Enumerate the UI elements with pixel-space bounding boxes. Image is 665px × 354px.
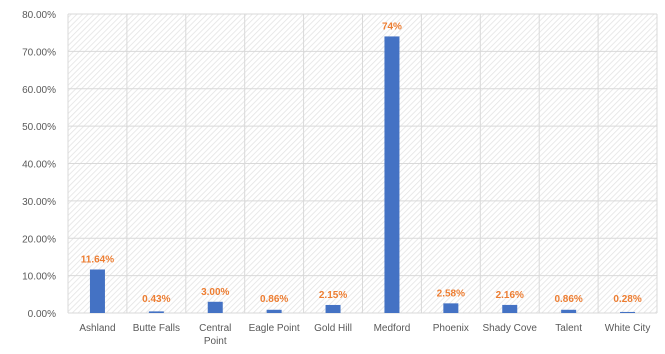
x-tick-label-line: Ashland bbox=[79, 323, 115, 334]
x-tick-label-line: Central bbox=[199, 323, 231, 334]
bar bbox=[266, 309, 282, 313]
x-tick-label-line: White City bbox=[605, 323, 651, 334]
gridlines bbox=[67, 13, 658, 314]
y-tick-label: 60.00% bbox=[22, 85, 56, 96]
data-label: 0.43% bbox=[142, 294, 170, 305]
data-label: 11.64% bbox=[81, 254, 114, 265]
data-label: 3.00% bbox=[201, 287, 229, 298]
bar bbox=[207, 301, 223, 313]
x-tick-label: Medford bbox=[374, 323, 411, 334]
x-tick-label-line: Phoenix bbox=[433, 323, 469, 334]
x-tick-label: Shady Cove bbox=[483, 323, 538, 334]
x-tick-label-line: Butte Falls bbox=[133, 323, 180, 334]
bar bbox=[561, 309, 577, 313]
data-label: 2.15% bbox=[319, 290, 347, 301]
x-tick-label: White City bbox=[605, 323, 651, 334]
data-label: 0.86% bbox=[260, 294, 288, 305]
bar bbox=[443, 303, 459, 313]
data-label: 74% bbox=[382, 21, 402, 32]
x-axis-ticks: Ashland Butte Falls Central Point Eagle Poin… bbox=[79, 323, 650, 347]
x-tick-label: Ashland bbox=[79, 323, 115, 334]
y-axis-ticks: 0.00% 10.00% 20.00% 30.00% 40.00% 50.00% 60.00… bbox=[22, 10, 56, 320]
x-tick-label: Phoenix bbox=[433, 323, 469, 334]
x-tick-label: Talent bbox=[555, 323, 582, 334]
data-label: 0.86% bbox=[554, 294, 582, 305]
y-tick-label: 70.00% bbox=[22, 47, 56, 58]
y-tick-label: 40.00% bbox=[22, 160, 56, 171]
x-tick-label-line: Talent bbox=[555, 323, 582, 334]
x-tick-label-line: Medford bbox=[374, 323, 411, 334]
bar bbox=[502, 304, 518, 313]
x-tick-label-line: Gold Hill bbox=[314, 323, 352, 334]
y-tick-label: 80.00% bbox=[22, 10, 56, 21]
x-tick-label-line: Shady Cove bbox=[483, 323, 538, 334]
x-tick-label-line: Point bbox=[204, 336, 227, 347]
x-tick-label: Butte Falls bbox=[133, 323, 180, 334]
bar bbox=[148, 311, 164, 313]
y-tick-label: 20.00% bbox=[22, 234, 56, 245]
bar bbox=[325, 304, 341, 313]
x-tick-label-line: Eagle Point bbox=[249, 323, 300, 334]
y-tick-label: 10.00% bbox=[22, 272, 56, 283]
y-tick-label: 30.00% bbox=[22, 197, 56, 208]
y-tick-label: 50.00% bbox=[22, 122, 56, 133]
data-label: 2.16% bbox=[496, 290, 524, 301]
y-tick-label: 0.00% bbox=[28, 309, 56, 320]
bar bbox=[620, 311, 636, 313]
x-tick-label: Central Point bbox=[199, 323, 231, 347]
x-tick-label: Gold Hill bbox=[314, 323, 352, 334]
data-label: 2.58% bbox=[437, 288, 465, 299]
data-labels: 11.64% 0.43% 3.00% 0.86% 2.15% 74% 2.58% 2.16% 0… bbox=[81, 21, 642, 305]
data-label: 0.28% bbox=[613, 294, 641, 305]
x-tick-label: Eagle Point bbox=[249, 323, 300, 334]
bars bbox=[89, 36, 636, 314]
bar bbox=[89, 269, 105, 313]
bar bbox=[384, 36, 400, 314]
